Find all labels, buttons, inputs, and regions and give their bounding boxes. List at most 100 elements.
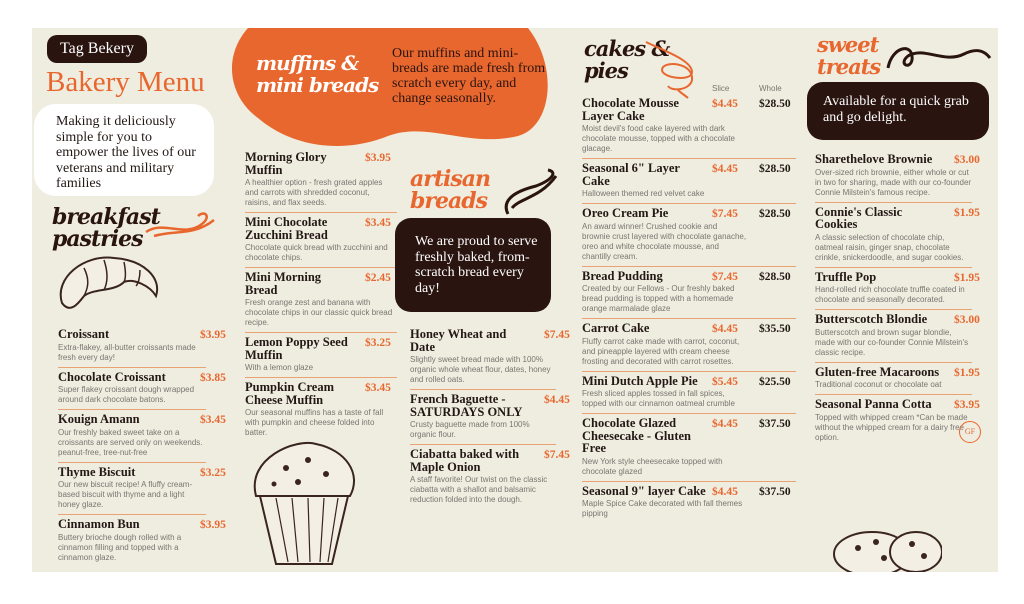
- menu-item: Kouign Amann $3.45 Our freshly baked sweet…: [58, 410, 226, 463]
- sweets-blurb: Available for a quick grab and go deligh…: [807, 82, 989, 140]
- item-name: Seasonal 6" Layer Cake: [582, 161, 680, 188]
- item-description: Over-sized rich brownie, either whole or…: [815, 167, 972, 197]
- sweets-heading: sweet treats: [817, 32, 881, 78]
- item-description: Our freshly baked sweet take on a croiss…: [58, 427, 203, 457]
- brand-badge: Tag Bekery: [47, 35, 147, 63]
- item-description: Fresh sliced apples tossed in fall spice…: [582, 389, 735, 408]
- item-price: $2.45: [365, 272, 391, 284]
- menu-board: Tag Bekery Bakery Menu Making it delicio…: [32, 28, 998, 572]
- item-description: Buttery brioche dough rolled with a cinn…: [58, 532, 182, 562]
- menu-item: Thyme Biscuit $3.25 Our new biscuit recipe…: [58, 463, 226, 515]
- item-description: An award winner! Crushed cookie and brow…: [582, 221, 747, 261]
- item-description: New York style cheesecake topped with ch…: [582, 456, 723, 476]
- item-whole-price: $37.50: [759, 485, 791, 498]
- cakes-list: Chocolate Mousse Layer Cake $4.45 $28.50 Mo…: [582, 94, 796, 523]
- heading-line: muffins &: [256, 51, 359, 75]
- muffins-list: Morning Glory Muffin $3.95 A healthier opt…: [245, 148, 397, 442]
- item-price: $3.45: [200, 414, 226, 426]
- menu-item: Chocolate Mousse Layer Cake $4.45 $28.50 Mo…: [582, 94, 796, 159]
- item-whole-price: $28.50: [759, 163, 791, 175]
- item-price: $3.00: [954, 154, 980, 166]
- menu-item: Morning Glory Muffin $3.95 A healthier opt…: [245, 148, 397, 213]
- item-price: $3.95: [200, 519, 226, 531]
- item-description: Slightly sweet bread made with 100% orga…: [410, 355, 551, 384]
- item-whole-price: $35.50: [759, 323, 791, 335]
- item-price: $3.95: [200, 329, 226, 341]
- muffins-blurb: Our muffins and mini-breads are made fre…: [392, 46, 546, 106]
- item-price: $1.95: [954, 366, 980, 379]
- item-description: Halloween themed red velvet cake: [582, 189, 705, 198]
- item-name: Chocolate Glazed Cheesecake - Gluten Fre…: [582, 416, 692, 455]
- menu-item: Sharethelove Brownie $3.00 Over-sized rich…: [815, 150, 980, 203]
- menu-item: Honey Wheat and Date $7.45 Slightly sweet …: [410, 325, 570, 390]
- item-price: $3.25: [200, 466, 226, 479]
- breads-heading: artisan breads: [410, 168, 491, 214]
- item-price: $3.95: [954, 399, 980, 411]
- breads-blurb: We are proud to serve freshly baked, fro…: [395, 218, 551, 312]
- item-price: $4.45: [712, 323, 738, 335]
- heading-line: pastries: [52, 226, 144, 252]
- menu-item: Bread Pudding $7.45 $28.50 Created by our F…: [582, 267, 796, 319]
- item-description: Extra-flakey, all-butter croissants made…: [58, 342, 196, 362]
- slice-column-header: Slice: [712, 84, 730, 93]
- item-description: Traditional coconut or chocolate oat: [815, 380, 942, 389]
- item-description: Crusty baguette made from 100% organic f…: [410, 420, 530, 439]
- item-name: Chocolate Croissant: [58, 369, 166, 384]
- item-description: Created by our Fellows - Our freshly bak…: [582, 284, 735, 313]
- menu-item: Truffle Pop $1.95 Hand-rolled rich chocola…: [815, 268, 980, 310]
- item-name: Chocolate Mousse Layer Cake: [582, 96, 679, 123]
- cookies-illustration: [833, 531, 942, 572]
- menu-item: Seasonal Panna Cotta $3.95 Topped with whi…: [815, 395, 980, 447]
- item-description: Butterscotch and brown sugar blondie, ma…: [815, 327, 969, 357]
- item-price: $4.45: [712, 418, 738, 430]
- item-price: $3.25: [365, 337, 391, 349]
- menu-item: Gluten-free Macaroons $1.95 Traditional co…: [815, 363, 980, 395]
- item-description: Hand-rolled rich chocolate truffle coate…: [815, 285, 965, 304]
- menu-item: Connie's Classic Cookies $1.95 A classic s…: [815, 203, 980, 268]
- whole-column-header: Whole: [759, 84, 782, 93]
- item-whole-price: $25.50: [759, 375, 791, 388]
- item-whole-price: $37.50: [759, 418, 791, 430]
- item-name: Carrot Cake: [582, 321, 650, 335]
- item-name: Oreo Cream Pie: [582, 206, 669, 220]
- item-price: $7.45: [544, 329, 570, 341]
- item-whole-price: $28.50: [759, 98, 791, 110]
- swirl-ornament-icon: [145, 212, 215, 238]
- item-whole-price: $28.50: [759, 208, 791, 220]
- breakfast-list: Croissant $3.95 Extra-flakey, all-butter c…: [58, 325, 226, 567]
- item-price: $1.95: [954, 206, 980, 219]
- item-price: $4.45: [712, 98, 738, 110]
- item-name: Thyme Biscuit: [58, 464, 136, 479]
- item-name: Butterscotch Blondie: [815, 312, 928, 326]
- menu-item: Mini Morning Bread $2.45 Fresh orange zest…: [245, 268, 397, 333]
- menu-item: Cinnamon Bun $3.95 Buttery brioche dough r…: [58, 515, 226, 567]
- item-name: Gluten-free Macaroons: [815, 364, 940, 379]
- item-name: Kouign Amann: [58, 412, 140, 426]
- item-price: $7.45: [544, 449, 570, 461]
- menu-item: Chocolate Glazed Cheesecake - Gluten Fre…: [582, 414, 796, 482]
- menu-item: Carrot Cake $4.45 $35.50 Fluffy carrot cake…: [582, 319, 796, 372]
- croissant-illustration: [59, 256, 159, 309]
- item-name: Seasonal 9" layer Cake: [582, 483, 706, 498]
- item-name: Morning Glory Muffin: [245, 150, 327, 177]
- swirl-ornament-icon: [645, 41, 694, 99]
- menu-item: Seasonal 6" Layer Cake $4.45 $28.50 Hallowe…: [582, 159, 796, 204]
- heading-line: breads: [410, 188, 488, 214]
- item-name: Pumpkin Cream Cheese Muffin: [245, 380, 335, 407]
- menu-item: Chocolate Croissant $3.85 Super flakey cro…: [58, 368, 226, 410]
- item-name: Seasonal Panna Cotta: [815, 397, 932, 411]
- heading-line: sweet: [817, 32, 879, 57]
- item-name: Connie's Classic Cookies: [815, 204, 903, 231]
- item-description: Chocolate quick bread with zucchini and …: [245, 243, 388, 262]
- item-price: $4.45: [544, 394, 570, 406]
- heading-line: mini breads: [256, 73, 379, 97]
- item-price: $3.00: [954, 314, 980, 326]
- menu-item: Mini Chocolate Zucchini Bread $3.45 Chocol…: [245, 213, 397, 268]
- muffin-illustration: [253, 442, 355, 565]
- sweets-list: Sharethelove Brownie $3.00 Over-sized rich…: [815, 150, 980, 447]
- item-price: $1.95: [954, 271, 980, 284]
- item-price: $4.45: [712, 163, 738, 175]
- item-name: Mini Chocolate Zucchini Bread: [245, 215, 328, 242]
- menu-item: Mini Dutch Apple Pie $5.45 $25.50 Fresh sli…: [582, 372, 796, 414]
- menu-item: Seasonal 9" layer Cake $4.45 $37.50 Maple S…: [582, 482, 796, 524]
